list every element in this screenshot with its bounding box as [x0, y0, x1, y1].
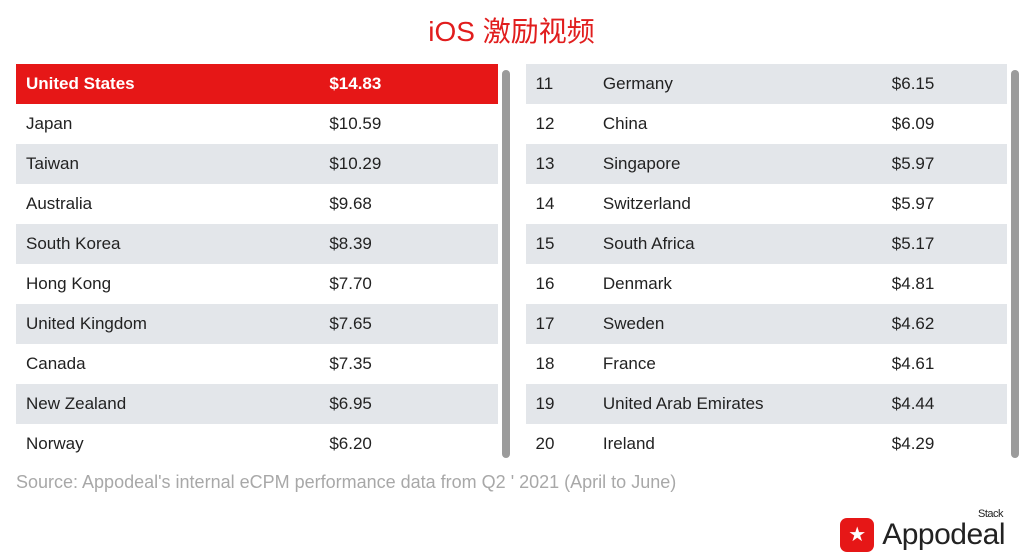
table-row: 15South Africa$5.17 — [526, 224, 1008, 264]
country-cell: China — [593, 104, 882, 144]
rank-cell: 19 — [526, 384, 593, 424]
page-title: iOS 激励视频 — [0, 10, 1023, 50]
rank-cell: 18 — [526, 344, 593, 384]
table-row: 20Ireland$4.29 — [526, 424, 1008, 464]
logo-stack-label: Stack — [978, 508, 1003, 520]
rank-cell: 13 — [526, 144, 593, 184]
country-cell: Norway — [16, 424, 319, 464]
value-cell: $4.62 — [882, 304, 1007, 344]
table-row: 12China$6.09 — [526, 104, 1008, 144]
table-row: 13Singapore$5.97 — [526, 144, 1008, 184]
value-cell: $8.39 — [319, 224, 497, 264]
country-cell: France — [593, 344, 882, 384]
rank-cell: 20 — [526, 424, 593, 464]
table-row: 16Denmark$4.81 — [526, 264, 1008, 304]
country-cell: South Korea — [16, 224, 319, 264]
country-cell: Australia — [16, 184, 319, 224]
value-cell: $10.59 — [319, 104, 497, 144]
rank-cell: 14 — [526, 184, 593, 224]
rank-cell: 16 — [526, 264, 593, 304]
scrollbar-right[interactable] — [1011, 70, 1019, 458]
value-cell: $4.61 — [882, 344, 1007, 384]
right-table: 11Germany$6.1512China$6.0913Singapore$5.… — [526, 64, 1008, 464]
country-cell: United Arab Emirates — [593, 384, 882, 424]
left-table-block: United States$14.83Japan$10.59Taiwan$10.… — [16, 64, 498, 464]
country-cell: Germany — [593, 64, 882, 104]
value-cell: $7.65 — [319, 304, 497, 344]
table-row: Norway$6.20 — [16, 424, 498, 464]
table-row: Taiwan$10.29 — [16, 144, 498, 184]
country-cell: Hong Kong — [16, 264, 319, 304]
rank-cell: 15 — [526, 224, 593, 264]
value-cell: $10.29 — [319, 144, 497, 184]
value-cell: $6.20 — [319, 424, 497, 464]
value-cell: $5.97 — [882, 184, 1007, 224]
value-cell: $4.81 — [882, 264, 1007, 304]
scrollbar-left[interactable] — [502, 70, 510, 458]
country-cell: Taiwan — [16, 144, 319, 184]
rank-cell: 17 — [526, 304, 593, 344]
value-cell: $9.68 — [319, 184, 497, 224]
table-row: South Korea$8.39 — [16, 224, 498, 264]
table-row: 14Switzerland$5.97 — [526, 184, 1008, 224]
country-cell: South Africa — [593, 224, 882, 264]
country-cell: United Kingdom — [16, 304, 319, 344]
country-cell: Canada — [16, 344, 319, 384]
country-cell: Ireland — [593, 424, 882, 464]
table-row: New Zealand$6.95 — [16, 384, 498, 424]
appodeal-logo: ★ Stack Appodeal — [840, 518, 1005, 552]
rank-cell: 12 — [526, 104, 593, 144]
table-row: 17Sweden$4.62 — [526, 304, 1008, 344]
value-cell: $4.29 — [882, 424, 1007, 464]
table-row: 18France$4.61 — [526, 344, 1008, 384]
table-row: Canada$7.35 — [16, 344, 498, 384]
country-cell: Denmark — [593, 264, 882, 304]
value-cell: $4.44 — [882, 384, 1007, 424]
left-table: United States$14.83Japan$10.59Taiwan$10.… — [16, 64, 498, 464]
value-cell: $14.83 — [319, 64, 497, 104]
country-cell: New Zealand — [16, 384, 319, 424]
table-row: Hong Kong$7.70 — [16, 264, 498, 304]
tables-container: United States$14.83Japan$10.59Taiwan$10.… — [0, 64, 1023, 464]
country-cell: Sweden — [593, 304, 882, 344]
table-row: 11Germany$6.15 — [526, 64, 1008, 104]
logo-text: Stack Appodeal — [882, 518, 1005, 552]
country-cell: Singapore — [593, 144, 882, 184]
table-row: United Kingdom$7.65 — [16, 304, 498, 344]
table-row: 19United Arab Emirates$4.44 — [526, 384, 1008, 424]
table-row: Japan$10.59 — [16, 104, 498, 144]
value-cell: $5.17 — [882, 224, 1007, 264]
value-cell: $6.09 — [882, 104, 1007, 144]
value-cell: $7.35 — [319, 344, 497, 384]
source-text: Source: Appodeal's internal eCPM perform… — [0, 464, 1023, 493]
table-row: Australia$9.68 — [16, 184, 498, 224]
country-cell: United States — [16, 64, 319, 104]
logo-name: Appodeal — [882, 518, 1005, 551]
country-cell: Switzerland — [593, 184, 882, 224]
value-cell: $6.95 — [319, 384, 497, 424]
star-icon: ★ — [848, 525, 866, 545]
value-cell: $7.70 — [319, 264, 497, 304]
value-cell: $5.97 — [882, 144, 1007, 184]
rank-cell: 11 — [526, 64, 593, 104]
value-cell: $6.15 — [882, 64, 1007, 104]
country-cell: Japan — [16, 104, 319, 144]
right-table-block: 11Germany$6.1512China$6.0913Singapore$5.… — [526, 64, 1008, 464]
logo-badge-icon: ★ — [840, 518, 874, 552]
table-row: United States$14.83 — [16, 64, 498, 104]
